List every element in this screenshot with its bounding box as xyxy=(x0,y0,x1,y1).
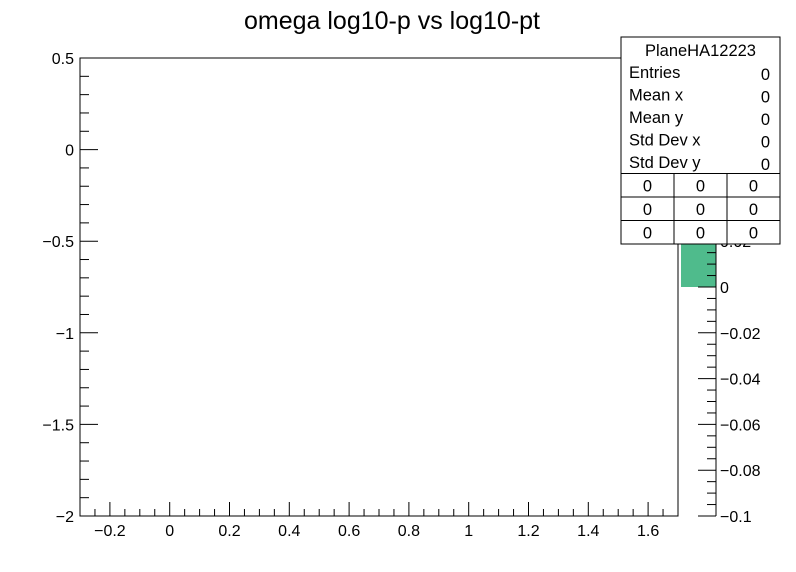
y-tick-label: 0 xyxy=(65,143,74,160)
stats-grid-cell: 0 xyxy=(643,225,652,243)
stats-row-label: Mean x xyxy=(629,87,684,105)
stats-box-frame xyxy=(620,36,781,245)
colorbar-tick-label: −0.06 xyxy=(720,417,761,434)
x-tick-label: 1.2 xyxy=(517,523,539,540)
colorbar-tick-label: 0 xyxy=(720,280,729,297)
stats-grid-cell: 0 xyxy=(643,178,652,196)
colorbar-tick-label: −0.1 xyxy=(720,509,752,526)
colorbar-tick-label: −0.08 xyxy=(720,463,761,480)
x-axis: −0.2 0 0.2 0.4 0.6 0.8 1 1.2 1.4 1.6 xyxy=(79,502,679,540)
stats-box: PlaneHA12223 Entries 0 Mean x 0 Mean y 0 Std De… xyxy=(620,36,781,245)
y-axis: 0.5 0 −0.5 −1 −1.5 −2 xyxy=(42,51,98,526)
stats-row-value: 0 xyxy=(761,111,770,129)
x-tick-label: 0.4 xyxy=(278,523,300,540)
stats-row-value: 0 xyxy=(761,156,770,174)
stats-row-label: Std Dev x xyxy=(629,132,701,150)
stats-row-value: 0 xyxy=(761,89,770,107)
plot-frame xyxy=(79,57,679,517)
y-tick-label: −1.5 xyxy=(42,417,74,434)
stats-row-value: 0 xyxy=(761,134,770,152)
x-tick-label: 0.8 xyxy=(398,523,420,540)
stats-grid-cell: 0 xyxy=(643,201,652,219)
stats-grid-cell: 0 xyxy=(749,201,758,219)
x-tick-label: −0.2 xyxy=(94,523,126,540)
stats-row-label: Mean y xyxy=(629,109,684,127)
y-tick-label: −0.5 xyxy=(42,234,74,251)
stats-grid-cell: 0 xyxy=(749,178,758,196)
x-tick-label: 0 xyxy=(165,523,174,540)
x-tick-label: 1.4 xyxy=(577,523,599,540)
y-tick-label: −2 xyxy=(56,509,74,526)
y-tick-label: 0.5 xyxy=(52,51,74,68)
chart-title: omega log10-p vs log10-pt xyxy=(244,7,540,35)
stats-grid-cell: 0 xyxy=(696,201,705,219)
stats-box-name: PlaneHA12223 xyxy=(645,42,756,60)
x-tick-label: 0.2 xyxy=(218,523,240,540)
stats-grid-cell: 0 xyxy=(696,178,705,196)
y-tick-label: −1 xyxy=(56,326,74,343)
stats-row-label: Entries xyxy=(629,64,680,82)
stats-grid-cell: 0 xyxy=(696,225,705,243)
x-tick-label: 1 xyxy=(464,523,473,540)
colorbar-tick-label: −0.04 xyxy=(720,372,761,389)
x-tick-label: 1.6 xyxy=(637,523,659,540)
colorbar-tick-label: −0.02 xyxy=(720,326,761,343)
stats-row-value: 0 xyxy=(761,66,770,84)
x-tick-label: 0.6 xyxy=(338,523,360,540)
stats-row-label: Std Dev y xyxy=(629,154,701,172)
stats-grid-cell: 0 xyxy=(749,225,758,243)
